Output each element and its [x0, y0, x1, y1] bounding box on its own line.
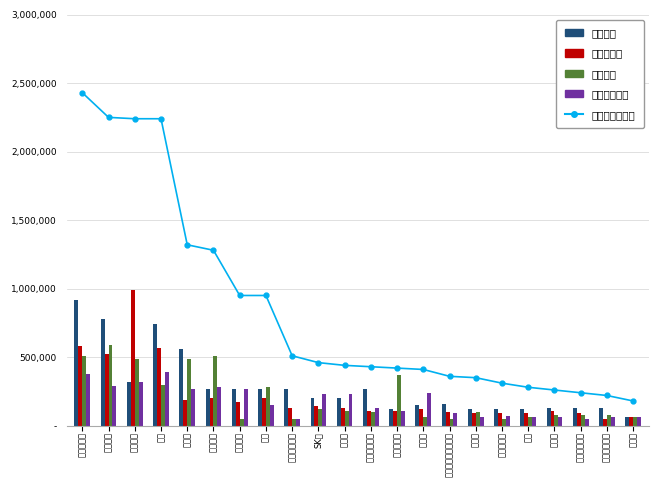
Bar [270, 405, 274, 426]
Bar [502, 419, 506, 426]
Legend: 참여지수, 미디어지수, 소통지수, 케뮤니티지수, 브랜드평판지수: 참여지수, 미디어지수, 소통지수, 케뮤니티지수, 브랜드평판지수 [556, 20, 644, 128]
Bar [206, 388, 209, 426]
Bar [348, 394, 352, 426]
Bar [401, 410, 405, 426]
Bar [480, 417, 484, 426]
Bar [284, 388, 288, 426]
Bar [165, 372, 169, 426]
Bar [603, 419, 607, 426]
Bar [161, 385, 165, 426]
Bar [337, 398, 341, 426]
Bar [449, 419, 453, 426]
Bar [139, 382, 143, 426]
Bar [296, 419, 300, 426]
Bar [127, 382, 131, 426]
Bar [546, 408, 550, 426]
Bar [310, 398, 314, 426]
Bar [494, 409, 498, 426]
Bar [318, 409, 322, 426]
Bar [573, 408, 577, 426]
Bar [314, 407, 318, 426]
Bar [79, 346, 82, 426]
Bar [363, 388, 367, 426]
Bar [397, 375, 401, 426]
Bar [345, 410, 348, 426]
Bar [585, 419, 589, 426]
Bar [423, 417, 427, 426]
Bar [108, 345, 112, 426]
Bar [131, 290, 135, 426]
Bar [528, 417, 532, 426]
Bar [453, 413, 457, 426]
Bar [599, 408, 603, 426]
Bar [607, 415, 611, 426]
Bar [367, 410, 371, 426]
Bar [415, 405, 419, 426]
Bar [105, 354, 108, 426]
Bar [419, 409, 423, 426]
Bar [389, 409, 393, 426]
Bar [629, 417, 633, 426]
Bar [232, 388, 236, 426]
Bar [506, 416, 510, 426]
Bar [476, 412, 480, 426]
Bar [625, 417, 629, 426]
Bar [468, 409, 472, 426]
Bar [86, 374, 90, 426]
Bar [292, 419, 296, 426]
Bar [262, 398, 266, 426]
Bar [213, 356, 217, 426]
Bar [498, 413, 502, 426]
Bar [75, 300, 79, 426]
Bar [577, 413, 581, 426]
Bar [427, 393, 431, 426]
Bar [101, 319, 105, 426]
Bar [375, 408, 379, 426]
Bar [112, 386, 116, 426]
Bar [520, 409, 524, 426]
Bar [183, 400, 187, 426]
Bar [82, 356, 86, 426]
Bar [393, 410, 397, 426]
Bar [532, 417, 536, 426]
Bar [217, 387, 221, 426]
Bar [187, 359, 191, 426]
Bar [472, 413, 476, 426]
Bar [240, 419, 244, 426]
Bar [611, 417, 614, 426]
Bar [446, 412, 449, 426]
Bar [554, 415, 558, 426]
Bar [558, 417, 562, 426]
Bar [341, 408, 345, 426]
Bar [266, 387, 270, 426]
Bar [209, 398, 213, 426]
Bar [157, 347, 161, 426]
Bar [371, 412, 375, 426]
Bar [633, 417, 637, 426]
Bar [191, 388, 195, 426]
Bar [258, 388, 262, 426]
Bar [288, 408, 292, 426]
Bar [581, 415, 585, 426]
Bar [244, 388, 248, 426]
Bar [550, 410, 554, 426]
Bar [442, 404, 446, 426]
Bar [153, 324, 157, 426]
Bar [135, 359, 139, 426]
Bar [180, 349, 183, 426]
Bar [236, 402, 240, 426]
Bar [524, 413, 528, 426]
Bar [637, 417, 641, 426]
Bar [322, 394, 326, 426]
